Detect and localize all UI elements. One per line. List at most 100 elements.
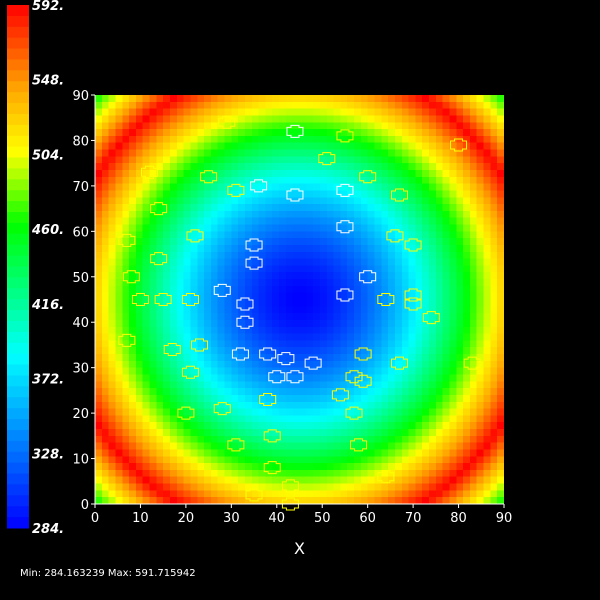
colorbar-band — [7, 331, 29, 344]
colorbar-band — [7, 201, 29, 213]
colorbar-band — [7, 429, 29, 442]
yellow-contour — [281, 479, 299, 493]
y-tick-label: 20 — [72, 407, 89, 422]
x-tick-label: 30 — [223, 511, 240, 526]
yellow-contour — [318, 152, 336, 166]
white-contour — [250, 179, 268, 193]
x-tick-label: 40 — [269, 511, 286, 526]
yellow-contour — [463, 356, 481, 370]
yellow-contour — [218, 115, 236, 129]
yellow-contour — [281, 497, 299, 511]
colorbar-band — [7, 440, 29, 453]
white-contour — [213, 283, 231, 297]
y-tick-label: 70 — [72, 180, 89, 195]
yellow-contour — [118, 233, 136, 247]
white-contour — [231, 347, 249, 361]
yellow-contour — [213, 402, 231, 416]
colorbar-band — [7, 103, 29, 115]
colorbar-band — [7, 233, 29, 246]
yellow-contour — [163, 342, 181, 356]
x-tick-label: 50 — [314, 511, 331, 526]
white-contour — [259, 347, 277, 361]
yellow-contour — [227, 438, 245, 452]
min-max-readout: Min: 284.163239 Max: 591.715942 — [20, 568, 196, 579]
x-tick-label: 10 — [132, 511, 149, 526]
colorbar-band — [7, 473, 29, 485]
colorbar-band — [7, 168, 29, 180]
white-contour — [286, 188, 304, 202]
colorbar-band — [7, 135, 29, 148]
colorbar-band — [7, 517, 29, 529]
x-tick-label: 60 — [359, 511, 376, 526]
white-contour — [268, 370, 286, 384]
colorbar-band — [7, 190, 29, 202]
yellow-contour — [141, 165, 159, 179]
x-tick-label: 20 — [178, 511, 195, 526]
white-contour — [359, 270, 377, 284]
x-tick-label: 0 — [91, 511, 99, 526]
colorbar-band — [7, 408, 29, 420]
yellow-contour — [150, 202, 168, 216]
colorbar-band — [7, 397, 29, 409]
colorbar-band — [7, 277, 29, 289]
colorbar-band — [7, 26, 29, 39]
colorbar-label: 284. — [32, 522, 64, 537]
white-contour — [304, 356, 322, 370]
yellow-contour — [450, 138, 468, 152]
colorbar-band — [7, 320, 29, 333]
yellow-contour — [263, 461, 281, 475]
colorbar-band — [7, 462, 29, 475]
colorbar-label: 504. — [32, 148, 64, 163]
colorbar-band — [7, 288, 29, 300]
white-contour — [245, 256, 263, 270]
yellow-contour — [200, 170, 218, 184]
yellow-contour — [122, 270, 140, 284]
x-tick-label: 70 — [405, 511, 422, 526]
white-contour — [286, 370, 304, 384]
colorbar-band — [7, 375, 29, 387]
colorbar-band — [7, 81, 29, 93]
colorbar-label: 460. — [31, 223, 64, 238]
colorbar-band — [7, 484, 29, 496]
yellow-contour — [422, 311, 440, 325]
colorbar-band — [7, 222, 29, 235]
colorbar-band — [7, 59, 29, 71]
colorbar-label: 592. — [32, 0, 64, 14]
y-tick-label: 0 — [81, 498, 89, 513]
yellow-contour — [336, 129, 354, 143]
colorbar-band — [7, 92, 29, 104]
yellow-contour — [404, 288, 422, 302]
x-tick-label: 80 — [450, 511, 467, 526]
yellow-contour — [354, 347, 372, 361]
white-contour — [277, 352, 295, 366]
colorbar-band — [7, 419, 29, 431]
yellow-contour — [118, 333, 136, 347]
yellow-contour — [245, 488, 263, 502]
colorbar-band — [7, 299, 29, 311]
colorbar-band — [7, 157, 29, 169]
yellow-contour — [359, 170, 377, 184]
yellow-contour — [390, 356, 408, 370]
yellow-contour — [186, 229, 204, 243]
colorbar-band — [7, 353, 29, 366]
colorbar-band — [7, 5, 29, 17]
yellow-contour — [227, 183, 245, 197]
yellow-contour — [404, 238, 422, 252]
yellow-contour — [350, 438, 368, 452]
colorbar-band — [7, 15, 29, 28]
yellow-contour — [154, 293, 172, 306]
y-tick-label: 40 — [72, 316, 89, 331]
colorbar-band — [7, 70, 29, 82]
white-contour — [286, 124, 304, 138]
colorbar-band — [7, 451, 29, 464]
white-contour — [336, 288, 354, 302]
colorbar-band — [7, 364, 29, 376]
colorbar-band — [7, 506, 29, 518]
yellow-contour — [354, 374, 372, 388]
colorbar-label: 548. — [32, 74, 64, 89]
yellow-contour — [386, 229, 404, 243]
colorbar-label: 328. — [32, 447, 64, 462]
white-contour — [245, 238, 263, 252]
yellow-contour — [331, 388, 349, 402]
